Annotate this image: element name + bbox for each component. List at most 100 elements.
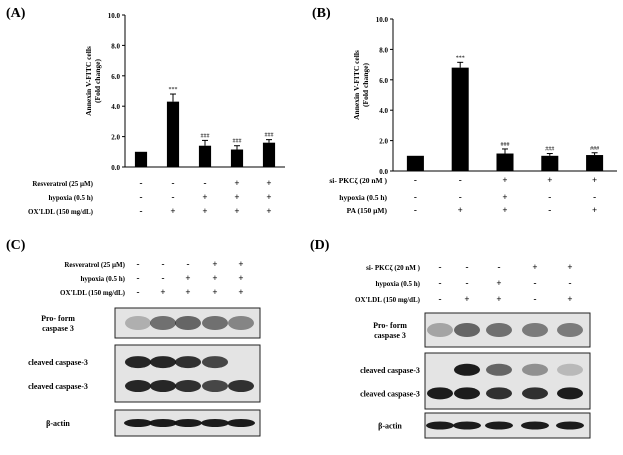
cleaved-caspase-3-blot — [114, 344, 261, 403]
cleaved-caspase-3-upper-band — [486, 363, 512, 376]
bar — [230, 149, 244, 167]
cleaved-caspase-3-lower-band — [228, 380, 254, 393]
blot-label-pro-form: Pro- form — [373, 321, 407, 330]
cleaved-caspase-3-upper-band — [557, 363, 583, 376]
significance-mark: *** — [456, 55, 465, 61]
panel-label-c: (C) — [6, 238, 26, 253]
cleaved-caspase-3-lower-band — [522, 387, 548, 400]
condition-sign: + — [238, 273, 243, 283]
condition-sign: + — [502, 205, 507, 215]
condition-sign: - — [137, 273, 140, 283]
condition-sign: - — [548, 192, 551, 202]
blot-label-beta-actin: β-actin — [378, 422, 402, 431]
beta-actin-band — [556, 421, 584, 430]
beta-actin-band — [453, 421, 481, 430]
beta-actin-band — [227, 419, 255, 427]
condition-sign: + — [238, 259, 243, 269]
y-tick-label: 6.0 — [111, 73, 120, 81]
blot-label-cleaved-lower: cleaved caspase-3 — [360, 389, 420, 398]
condition-sign: - — [414, 205, 417, 215]
condition-sign: + — [266, 178, 271, 188]
cleaved-caspase-3-lower-band — [150, 380, 176, 393]
y-tick-label: 6.0 — [379, 77, 388, 85]
y-axis-label-unit: (Fold change) — [93, 59, 102, 103]
bar — [451, 67, 469, 171]
cleaved-caspase-3-lower-band — [427, 387, 453, 400]
y-tick-label: 10.0 — [108, 12, 121, 20]
condition-sign: + — [234, 178, 239, 188]
condition-row-label: hypoxia (0.5 h) — [375, 280, 420, 288]
cleaved-caspase-3-upper-band — [175, 356, 201, 369]
significance-mark: *** — [169, 87, 178, 93]
beta-actin-band — [124, 419, 152, 427]
cleaved-caspase-3-blot — [424, 352, 591, 410]
condition-row-label: hypoxia (0.5 h) — [80, 275, 125, 283]
significance-mark: ### — [265, 133, 274, 139]
pro-caspase-3-band — [150, 316, 176, 330]
y-axis-label-unit: (Fold change) — [361, 63, 370, 107]
pro-caspase-3-band — [228, 316, 254, 330]
blot-label-caspase-3: caspase 3 — [42, 324, 74, 333]
y-tick-label: 2.0 — [111, 134, 120, 142]
pro-caspase-3-band — [175, 316, 201, 330]
condition-sign: + — [212, 273, 217, 283]
condition-sign: + — [212, 287, 217, 297]
condition-row-label: Resveratrol (25 µM) — [32, 180, 93, 188]
condition-sign: + — [266, 206, 271, 216]
condition-sign: + — [458, 205, 463, 215]
bar — [198, 145, 212, 167]
significance-mark: ### — [501, 142, 510, 148]
condition-sign: - — [140, 178, 143, 188]
y-tick-label: 4.0 — [111, 103, 120, 111]
condition-sign: - — [548, 205, 551, 215]
y-tick-label: 2.0 — [379, 138, 388, 146]
condition-sign: - — [162, 259, 165, 269]
y-tick-label: 8.0 — [111, 42, 120, 50]
significance-mark: ### — [233, 139, 242, 145]
condition-sign: + — [496, 294, 501, 304]
bar-chart-b: 0.0 2.0 4.0 6.0 8.0 10.0 Annexin V-FITC cells(… — [329, 16, 617, 215]
condition-row-label: OX'LDL (150 mg/dL) — [60, 289, 126, 297]
beta-actin-band — [485, 421, 513, 430]
bar — [541, 155, 559, 171]
blot-label-cleaved-upper: cleaved caspase-3 — [360, 366, 420, 375]
beta-actin-band — [201, 419, 229, 427]
pro-caspase-3-band — [557, 323, 583, 337]
cleaved-caspase-3-lower-band — [557, 387, 583, 400]
y-axis-label: Annexin V-FITC cells — [352, 50, 361, 120]
condition-sign: - — [414, 175, 417, 185]
condition-sign: + — [185, 287, 190, 297]
condition-sign: - — [172, 192, 175, 202]
cleaved-caspase-3-upper-band — [150, 356, 176, 369]
condition-sign: + — [496, 278, 501, 288]
cleaved-caspase-3-lower-band — [454, 387, 480, 400]
y-tick-label: 4.0 — [379, 107, 388, 115]
beta-actin-band — [149, 419, 177, 427]
pro-caspase-3-band — [522, 323, 548, 337]
condition-sign: - — [459, 175, 462, 185]
y-tick-label: 0.0 — [379, 168, 388, 176]
condition-sign: - — [172, 178, 175, 188]
blot-label-caspase-3: caspase 3 — [374, 331, 406, 340]
panel-label-d: (D) — [310, 238, 330, 253]
condition-sign: + — [567, 294, 572, 304]
condition-row-label: si- PKCζ (20 nM ) — [329, 176, 387, 185]
condition-row-label: hypoxia (0.5 h) — [48, 194, 93, 202]
condition-row-label: OX'LDL (150 mg/dL) — [28, 208, 94, 216]
condition-sign: + — [238, 287, 243, 297]
pro-caspase-3-band — [202, 316, 228, 330]
y-tick-label: 0.0 — [111, 164, 120, 172]
panel-label-a: (A) — [6, 6, 26, 21]
y-axis-label: Annexin V-FITC cells — [84, 46, 93, 116]
western-blot-c: Resveratrol (25 µM) - - - + + hypoxia (0.5 h) -… — [28, 259, 261, 437]
significance-mark: ### — [590, 146, 599, 152]
condition-row-label: PA (150 µM) — [347, 206, 388, 215]
condition-sign: - — [593, 192, 596, 202]
western-blot-d: si- PKCζ (20 nM ) - - - + + hypoxia (0.5 h) - - +… — [355, 262, 591, 439]
significance-mark: ### — [201, 133, 210, 139]
condition-sign: + — [502, 192, 507, 202]
condition-sign: - — [187, 259, 190, 269]
bar-chart-a: 0.0 2.0 4.0 6.0 8.0 10.0 Annexin V-FITC cells(… — [28, 12, 285, 216]
condition-sign: - — [439, 262, 442, 272]
condition-sign: - — [137, 259, 140, 269]
